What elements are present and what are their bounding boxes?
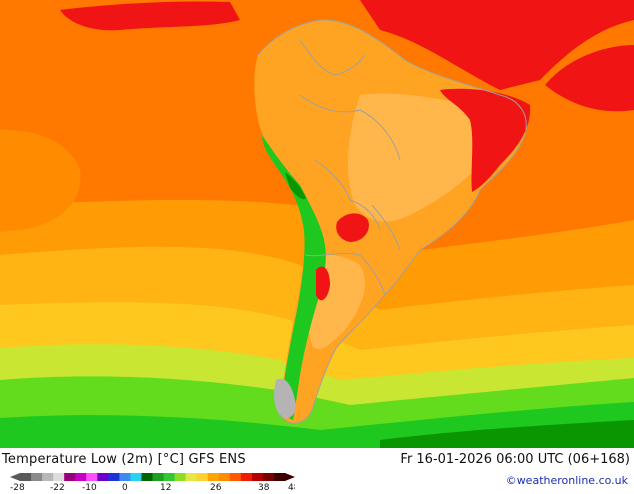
legend-swatch	[152, 473, 165, 481]
legend-swatch	[130, 473, 142, 481]
legend-swatch	[119, 473, 131, 481]
legend-bar: -28 -22 -10 0 12 26 38 48	[10, 473, 300, 493]
legend-swatch	[185, 473, 198, 481]
credit-link[interactable]: ©weatheronline.co.uk	[505, 474, 628, 487]
hot-region-caribbean	[360, 0, 634, 90]
brazil-interior	[348, 93, 496, 222]
ocean-deep-green-band	[380, 420, 634, 448]
legend-swatch	[174, 473, 187, 481]
pacific-warm-patch	[0, 129, 81, 232]
map-title: Temperature Low (2m) [°C] GFS ENS	[2, 452, 246, 467]
legend-swatch	[207, 473, 220, 481]
map-footer: Temperature Low (2m) [°C] GFS ENS Fr 16-…	[0, 448, 634, 493]
hot-region-north	[60, 1, 240, 31]
valid-time: Fr 16-01-2026 06:00 UTC (06+168)	[400, 452, 630, 467]
legend-swatch	[273, 473, 286, 481]
legend-arrow-left	[10, 473, 20, 481]
legend-swatch	[229, 473, 242, 481]
brazil-coast-hot	[440, 88, 531, 192]
legend-tick-label: -22	[50, 483, 65, 490]
andes-red-strip	[316, 266, 330, 301]
legend-swatch	[31, 473, 43, 481]
legend-swatch	[218, 473, 231, 481]
legend-swatch	[163, 473, 176, 481]
legend-swatch	[42, 473, 54, 481]
legend-swatch	[53, 473, 65, 481]
legend-tick-label: 48	[288, 483, 295, 490]
legend-swatch	[108, 473, 120, 481]
temperature-map	[0, 0, 634, 448]
legend-tick-label: 38	[258, 483, 270, 490]
andes-dark	[285, 172, 306, 200]
legend-swatch	[20, 473, 32, 481]
legend-tick-label: -10	[82, 483, 97, 490]
legend-swatch	[64, 473, 76, 481]
legend-swatch	[262, 473, 275, 481]
legend-arrow-right	[285, 473, 295, 481]
gran-chaco-hot	[336, 213, 369, 242]
legend-swatch	[196, 473, 209, 481]
legend-tick-label: -28	[10, 483, 25, 490]
legend-swatch	[86, 473, 98, 481]
country-borders	[257, 19, 527, 424]
legend-tick-label: 0	[122, 483, 128, 490]
legend-swatch	[75, 473, 87, 481]
color-legend: -28 -22 -10 0 12 26 38 48	[10, 473, 300, 493]
map-canvas	[0, 0, 634, 448]
legend-swatch	[251, 473, 264, 481]
legend-tick-label: 26	[210, 483, 222, 490]
legend-swatch	[141, 473, 153, 481]
legend-tick-label: 12	[160, 483, 171, 490]
legend-swatch	[240, 473, 253, 481]
legend-swatch	[97, 473, 109, 481]
patagonia-grey	[274, 378, 296, 419]
hot-region-atlantic	[545, 45, 634, 112]
andes-green	[262, 135, 326, 420]
